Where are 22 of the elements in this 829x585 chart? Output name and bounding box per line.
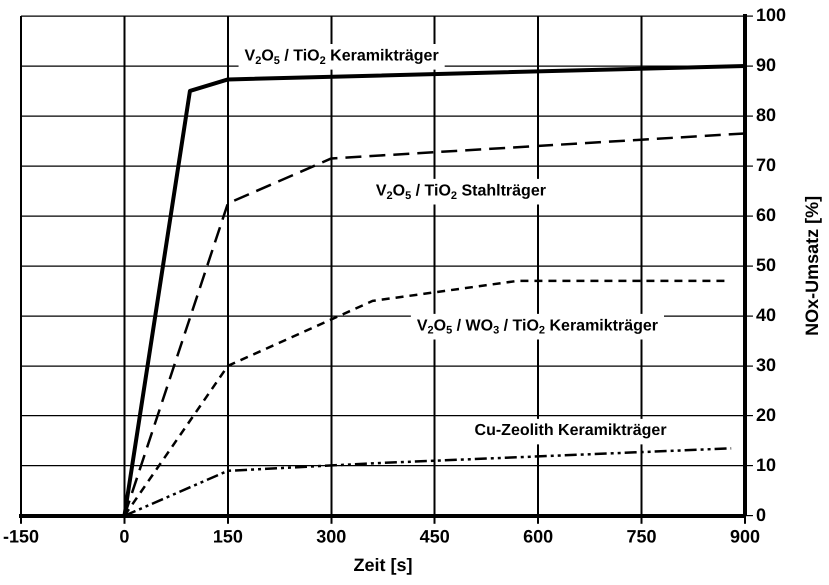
y-axis-title: NOx-Umsatz [%] [802, 196, 822, 336]
series-label: Cu-Zeolith Keramikträger [474, 422, 667, 440]
y-tick-label: 20 [756, 404, 776, 425]
x-tick-label: -150 [3, 526, 40, 547]
y-tick-label: 70 [756, 154, 776, 175]
y-tick-label: 0 [756, 504, 766, 525]
x-tick-label: 900 [730, 526, 760, 547]
y-tick-label: 100 [756, 4, 786, 25]
x-axis-title: Zeit [s] [353, 555, 412, 576]
y-tick-label: 90 [756, 54, 776, 75]
y-tick-label: 60 [756, 204, 776, 225]
y-tick-label: 10 [756, 454, 776, 475]
y-tick-label: 30 [756, 354, 776, 375]
x-tick-label: 300 [316, 526, 346, 547]
y-tick-label: 50 [756, 254, 776, 275]
x-tick-label: 0 [119, 526, 130, 547]
y-tick-label: 40 [756, 304, 776, 325]
x-tick-label: 450 [420, 526, 450, 547]
x-tick-label: 600 [523, 526, 554, 547]
y-tick-label: 80 [756, 104, 776, 125]
x-tick-label: 750 [626, 526, 657, 547]
x-tick-label: 150 [212, 526, 243, 547]
